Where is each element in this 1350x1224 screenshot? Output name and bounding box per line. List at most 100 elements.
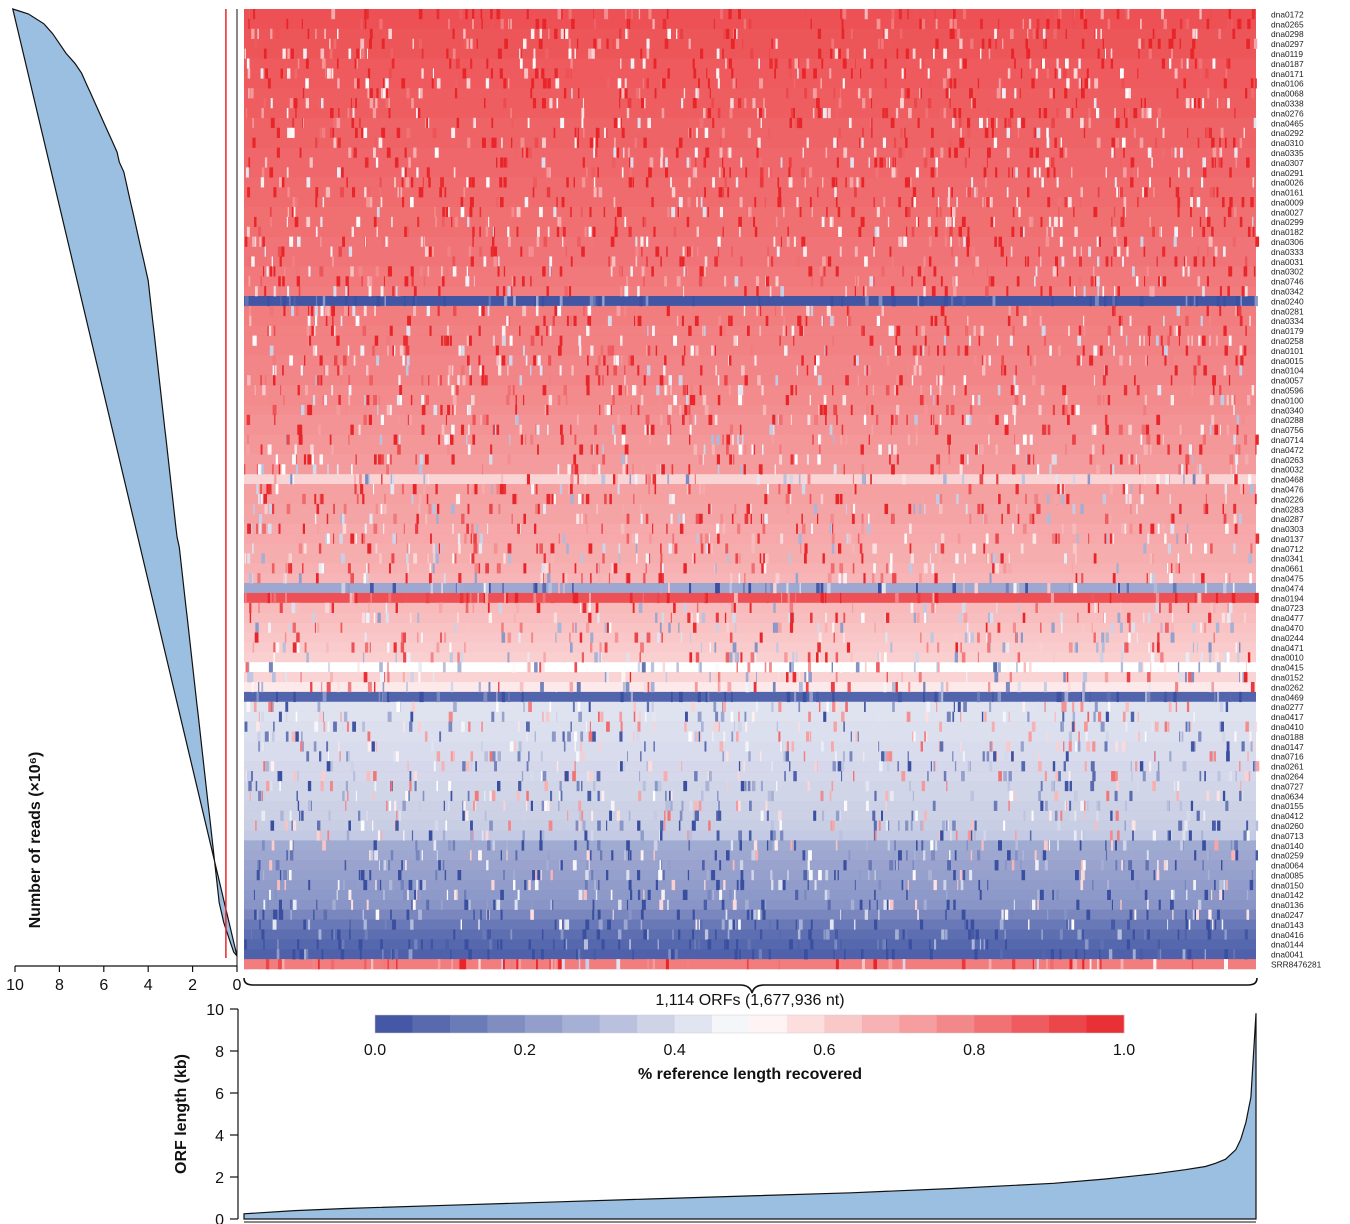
heatmap-cell [823,404,827,416]
heatmap-cell [1031,216,1034,228]
heatmap-cell [257,28,259,39]
heatmap-cell [331,137,335,148]
heatmap-cell [639,296,643,307]
heatmap-cell [322,197,325,208]
heatmap-cell [457,375,460,386]
heatmap-cell [430,652,434,663]
heatmap-cell [503,266,506,277]
heatmap-cell [539,28,542,39]
heatmap-cell [1046,127,1049,138]
heatmap-cell [470,592,472,604]
heatmap-cell [914,98,918,109]
heatmap-cell [1252,216,1254,228]
heatmap-cell [912,187,917,198]
heatmap-cell [1109,592,1112,604]
heatmap-cell [1232,28,1236,39]
heatmap-cell [809,167,813,178]
heatmap-cell [734,276,739,287]
heatmap-cell [396,127,401,138]
heatmap-row [244,404,1256,416]
heatmap-cell [422,484,426,495]
heatmap-cell [982,365,986,376]
heatmap-cell [755,701,758,712]
heatmap-cell [826,206,828,218]
heatmap-cell [644,741,646,752]
heatmap-cell [292,117,295,129]
heatmap-cell [638,602,643,614]
heatmap-cell [992,296,996,307]
heatmap-cell [503,98,507,109]
heatmap-cell [1155,335,1159,346]
heatmap-cell [419,266,423,277]
heatmap-cell [811,206,813,218]
heatmap-cell [386,454,391,465]
heatmap-cell [327,305,330,317]
heatmap-cell [1225,493,1227,505]
heatmap-cell [834,187,837,198]
heatmap-cell [883,197,886,208]
heatmap-row [244,899,1256,910]
heatmap-cell [411,98,414,109]
heatmap-cell [702,206,707,218]
heatmap-cell [366,771,371,782]
heatmap-cell [1080,117,1084,129]
heatmap-cell [336,58,339,69]
heatmap-cell [274,474,277,485]
heatmap-cell [924,404,928,416]
heatmap-cell [1093,206,1098,218]
heatmap-cell [572,583,574,594]
heatmap-cell [498,256,500,267]
heatmap-cell [1247,226,1251,237]
heatmap-cell [1040,286,1043,297]
heatmap-cell [1174,226,1178,237]
heatmap-cell [1187,167,1190,178]
heatmap-cell [1065,404,1068,416]
heatmap-cell [716,68,720,79]
heatmap-cell [996,117,998,129]
heatmap-cell [719,741,724,752]
heatmap-cell [1026,48,1031,59]
heatmap-cell [721,127,725,138]
heatmap-cell [699,117,704,129]
heatmap-cell [771,761,773,772]
heatmap-cell [1020,68,1023,79]
heatmap-cell [469,365,472,376]
heatmap-cell [1156,484,1159,495]
heatmap-cell [1067,681,1071,693]
heatmap-cell [661,78,666,89]
heatmap-cell [821,58,824,69]
heatmap-cell [1014,394,1019,406]
heatmap-cell [441,335,443,346]
heatmap-cell [1233,404,1235,416]
heatmap-row [244,642,1256,653]
heatmap-cell [1253,741,1256,752]
heatmap-cell [384,236,388,247]
heatmap-cell [987,147,991,158]
heatmap-cell [1146,434,1151,445]
heatmap-cell [990,216,994,228]
heatmap-cell [1104,296,1107,307]
heatmap-cell [734,28,737,39]
heatmap-cell [591,464,596,475]
heatmap-cell [897,681,899,693]
heatmap-cell [1022,523,1027,534]
heatmap-cell [597,38,602,49]
heatmap-cell [1129,355,1131,366]
heatmap-cell [1131,771,1133,782]
heatmap-cell [864,701,866,712]
heatmap-cell [613,147,617,158]
heatmap-cell [688,38,691,49]
heatmap-cell [982,464,984,475]
heatmap-cell [450,790,453,802]
heatmap-cell [1140,434,1143,445]
heatmap-cell [997,622,1001,633]
heatmap-cell [1167,335,1170,346]
heatmap-cell [1163,315,1165,327]
heatmap-cell [1242,751,1245,762]
heatmap-cell [351,226,354,237]
heatmap-cell [977,691,980,703]
heatmap-cell [665,672,668,683]
heatmap-cell [591,48,595,59]
heatmap-cell [694,474,696,485]
heatmap-cell [1218,28,1221,39]
